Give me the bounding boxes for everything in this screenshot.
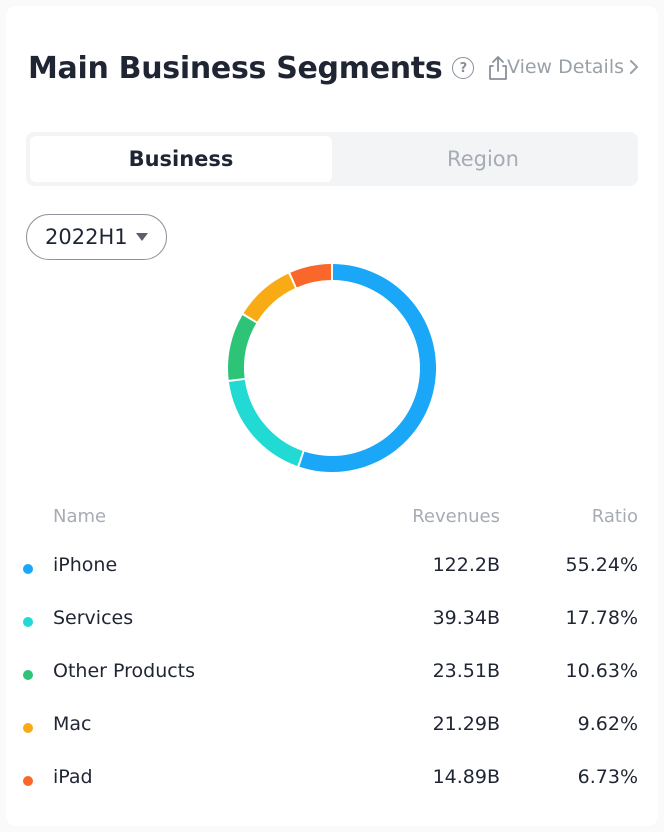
donut-slice-iphone[interactable] [299, 264, 436, 472]
donut-slice-ipad[interactable] [290, 264, 332, 288]
row-ratio: 17.78% [565, 607, 638, 629]
chevron-right-icon [630, 60, 638, 74]
row-name: iPad [53, 766, 93, 788]
row-revenues: 21.29B [432, 713, 500, 735]
table-row[interactable]: Other Products 23.51B 10.63% [6, 660, 658, 713]
row-revenues: 14.89B [432, 766, 500, 788]
tab-business[interactable]: Business [30, 136, 332, 182]
table-header: Name Revenues Ratio [6, 506, 658, 530]
card-header: Main Business Segments ? [28, 44, 510, 92]
period-selector[interactable]: 2022H1 [26, 214, 167, 260]
row-ratio: 6.73% [577, 766, 638, 788]
view-details-label: View Details [507, 56, 624, 78]
legend-dot [23, 564, 33, 574]
legend-dot [23, 670, 33, 680]
donut-slice-other-products[interactable] [228, 315, 257, 380]
header-revenues: Revenues [412, 506, 500, 527]
caret-down-icon [135, 233, 148, 241]
row-ratio: 9.62% [577, 713, 638, 735]
row-ratio: 55.24% [565, 554, 638, 576]
segment-table: iPhone 122.2B 55.24% Services 39.34B 17.… [6, 554, 658, 819]
question-circle-icon[interactable]: ? [452, 57, 475, 79]
legend-dot [23, 617, 33, 627]
table-row[interactable]: iPad 14.89B 6.73% [6, 766, 658, 819]
segment-tabs: Business Region [26, 132, 638, 186]
row-revenues: 122.2B [432, 554, 500, 576]
row-name: Mac [53, 713, 92, 735]
row-revenues: 23.51B [432, 660, 500, 682]
row-name: Other Products [53, 660, 196, 682]
share-icon[interactable] [486, 55, 510, 81]
donut-chart [228, 264, 436, 472]
table-row[interactable]: Services 39.34B 17.78% [6, 607, 658, 660]
row-name: Services [53, 607, 134, 629]
row-revenues: 39.34B [432, 607, 500, 629]
row-ratio: 10.63% [565, 660, 638, 682]
donut-slice-mac[interactable] [243, 273, 296, 322]
row-name: iPhone [53, 554, 118, 576]
legend-dot [23, 776, 33, 786]
period-value: 2022H1 [45, 225, 128, 249]
table-row[interactable]: iPhone 122.2B 55.24% [6, 554, 658, 607]
header-ratio: Ratio [591, 506, 638, 527]
header-name: Name [53, 506, 107, 527]
donut-slice-services[interactable] [228, 379, 303, 467]
view-details-link[interactable]: View Details [507, 56, 640, 78]
tab-region[interactable]: Region [447, 147, 519, 171]
table-row[interactable]: Mac 21.29B 9.62% [6, 713, 658, 766]
card-title: Main Business Segments [28, 50, 443, 86]
legend-dot [23, 723, 33, 733]
segments-card: Main Business Segments ? View Details Bu… [6, 6, 658, 826]
